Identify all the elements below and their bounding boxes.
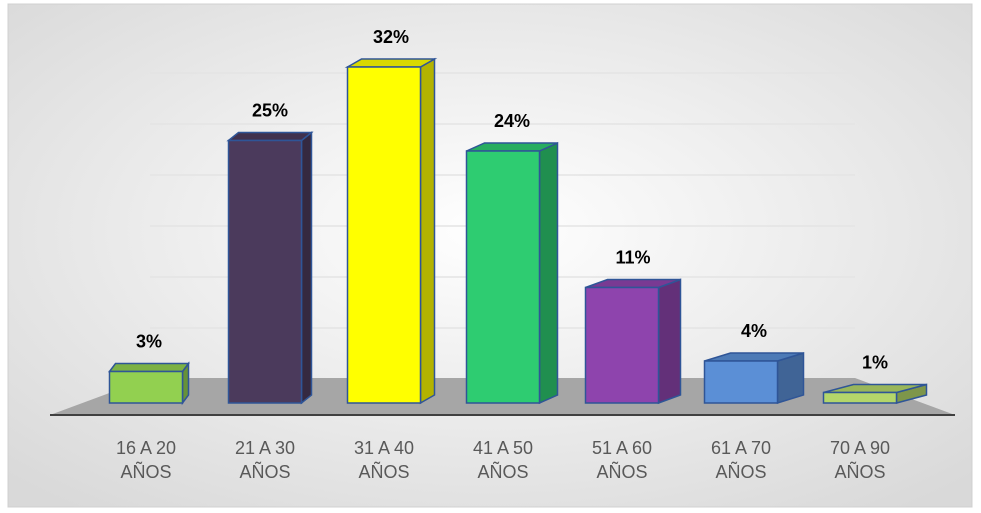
x-tick-label: 61 A 70 AÑOS (710, 438, 772, 482)
bar-front (584, 286, 660, 404)
x-tick-label: 51 A 60 AÑOS (591, 438, 653, 482)
bar-top (226, 131, 314, 142)
bar-side (538, 141, 559, 405)
bar-top (108, 362, 190, 373)
data-label: 25% (252, 101, 288, 121)
bar-front (227, 139, 303, 404)
bar (584, 278, 682, 405)
bar (703, 351, 805, 405)
bar (226, 130, 314, 405)
bar (344, 57, 438, 405)
bar-front (108, 370, 184, 404)
bar-side (419, 57, 436, 405)
bar-side (300, 130, 313, 405)
x-tick-label: 31 A 40 AÑOS (353, 438, 415, 482)
data-label: 1% (862, 353, 888, 373)
data-label: 3% (136, 332, 162, 352)
bar (822, 383, 928, 404)
data-label: 11% (615, 248, 650, 268)
bar-top (466, 142, 558, 152)
x-tick-label: 41 A 50 AÑOS (472, 438, 534, 482)
bar (108, 361, 190, 406)
x-tick-label: 70 A 90 AÑOS (829, 438, 891, 482)
x-tick-label: 16 A 20 AÑOS (115, 438, 177, 482)
bar-side (657, 278, 682, 405)
bar-front (703, 360, 779, 404)
data-label: 32% (373, 27, 409, 47)
bar-front (822, 391, 898, 404)
bar-front (465, 150, 541, 404)
data-label: 24% (494, 111, 530, 131)
data-label: 4% (741, 321, 767, 341)
bar (465, 141, 559, 405)
bar-front (346, 66, 422, 404)
x-tick-label: 21 A 30 AÑOS (234, 438, 296, 482)
bar-top (344, 58, 438, 68)
